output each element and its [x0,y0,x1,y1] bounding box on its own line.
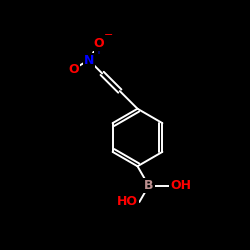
Text: −: − [104,30,113,40]
Text: B: B [144,179,154,192]
Text: O: O [93,38,104,51]
Text: +: + [94,46,102,56]
Text: N: N [84,54,94,67]
Text: OH: OH [170,179,191,192]
Text: HO: HO [117,196,138,208]
Text: O: O [68,63,78,76]
